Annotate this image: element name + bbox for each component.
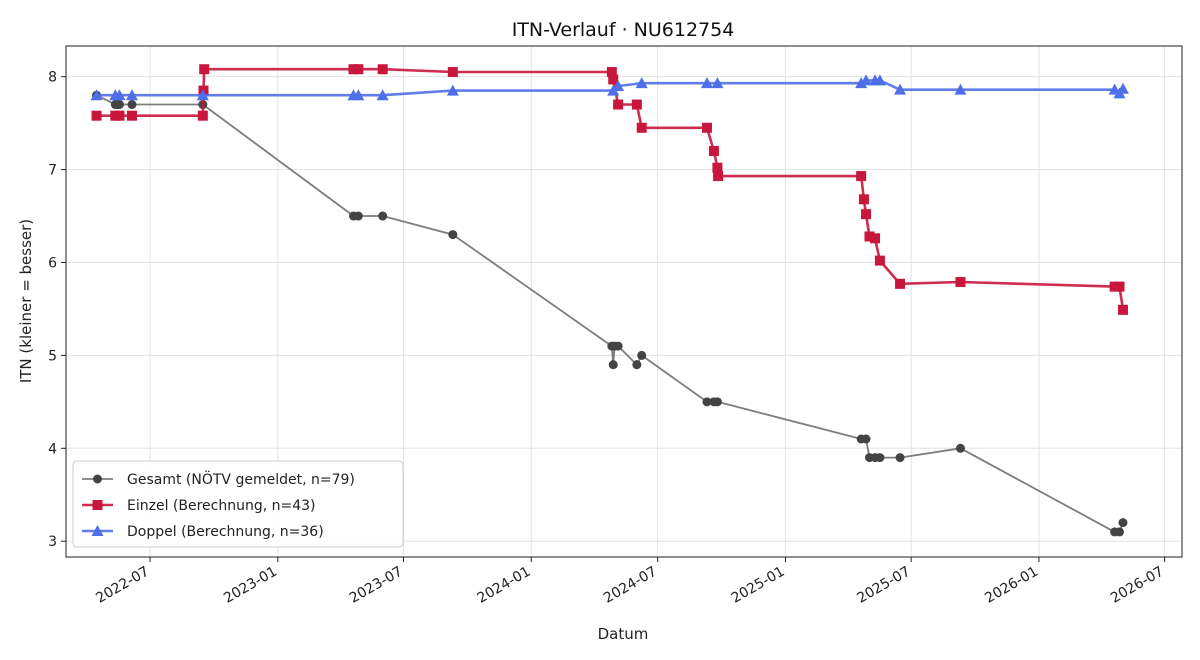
data-point [861, 434, 871, 444]
data-point [1114, 281, 1125, 292]
data-point [702, 397, 712, 407]
y-axis-label: ITN (kleiner = besser) [17, 219, 35, 383]
legend-marker [91, 525, 104, 536]
data-point [631, 99, 642, 110]
data-point [632, 360, 642, 370]
data-point [635, 77, 648, 89]
x-tick-label: 2025-07 [854, 564, 913, 607]
data-point [91, 110, 102, 121]
legend-marker [93, 474, 102, 484]
legend-box [72, 460, 404, 548]
x-tick-label: 2024-07 [601, 564, 660, 607]
legend-marker [92, 500, 103, 510]
data-point [114, 100, 124, 110]
data-point [377, 64, 388, 75]
data-point [125, 89, 138, 101]
data-point [870, 233, 881, 244]
data-point [446, 84, 459, 96]
data-point [855, 77, 868, 89]
data-point [113, 89, 126, 101]
data-point [114, 110, 125, 121]
data-point [858, 194, 869, 205]
x-tick-label: 2025-01 [729, 564, 788, 607]
y-tick-label: 3 [48, 534, 57, 550]
data-point [1114, 527, 1124, 537]
data-point [636, 122, 647, 133]
data-point [708, 145, 719, 156]
y-tick-label: 5 [48, 348, 57, 364]
data-point [873, 74, 886, 86]
data-point [353, 64, 364, 75]
data-point [864, 231, 875, 242]
series-line [96, 67, 1125, 311]
legend-label: Einzel (Berechnung, n=43) [127, 498, 316, 514]
x-tick-label: 2026-01 [982, 564, 1041, 607]
data-point [1116, 82, 1129, 94]
data-point [199, 64, 210, 75]
data-point [613, 99, 624, 110]
data-point [606, 67, 617, 78]
data-point [701, 122, 712, 133]
data-point [353, 211, 363, 221]
series-layer [90, 64, 1129, 537]
data-point [711, 77, 724, 89]
data-point [874, 255, 885, 266]
grid [66, 46, 1182, 557]
data-point [90, 89, 103, 101]
data-point [447, 67, 458, 78]
data-point [608, 360, 618, 370]
y-tick-label: 8 [48, 70, 57, 86]
data-point [608, 74, 619, 85]
data-point [378, 211, 388, 221]
data-point [712, 162, 723, 173]
data-point [613, 341, 623, 351]
data-point [895, 453, 905, 463]
legend: Gesamt (NÖTV gemeldet, n=79) Einzel (Bere… [72, 460, 404, 548]
data-point [955, 276, 966, 287]
x-tick-label: 2023-07 [347, 564, 406, 607]
x-tick-label: 2023-01 [221, 564, 280, 607]
data-point [127, 100, 137, 110]
x-axis-label: Datum [598, 625, 649, 643]
data-point [126, 110, 137, 121]
data-point [856, 171, 867, 182]
data-point [712, 397, 722, 407]
legend-label: Gesamt (NÖTV gemeldet, n=79) [127, 470, 355, 488]
data-point [612, 79, 625, 91]
data-point [894, 83, 907, 95]
series-triangle [90, 74, 1129, 101]
data-point [197, 110, 208, 121]
y-tick-label: 6 [48, 255, 57, 271]
series-circle [92, 90, 1128, 537]
data-point [955, 443, 965, 453]
data-point [895, 278, 906, 289]
y-tick-label: 4 [48, 441, 57, 457]
data-point [352, 89, 365, 101]
y-tick-label: 7 [48, 163, 57, 179]
legend-label: Doppel (Berechnung, n=36) [127, 524, 324, 540]
data-point [875, 453, 885, 463]
chart-title: ITN-Verlauf · NU612754 [512, 19, 735, 41]
series-square [91, 64, 1128, 315]
x-tick-label: 2026-07 [1108, 564, 1167, 607]
plot-frame [65, 45, 1183, 558]
data-point [954, 83, 967, 95]
data-point [861, 209, 872, 220]
data-point [448, 230, 458, 240]
data-point [196, 89, 209, 101]
data-point [1117, 304, 1128, 315]
x-tick-label: 2022-07 [93, 564, 152, 607]
data-point [860, 74, 873, 86]
data-point [637, 350, 647, 360]
data-point [1118, 518, 1128, 528]
data-point [376, 89, 389, 101]
data-point [713, 171, 724, 182]
data-point [700, 77, 713, 89]
x-tick-label: 2024-01 [475, 564, 534, 607]
